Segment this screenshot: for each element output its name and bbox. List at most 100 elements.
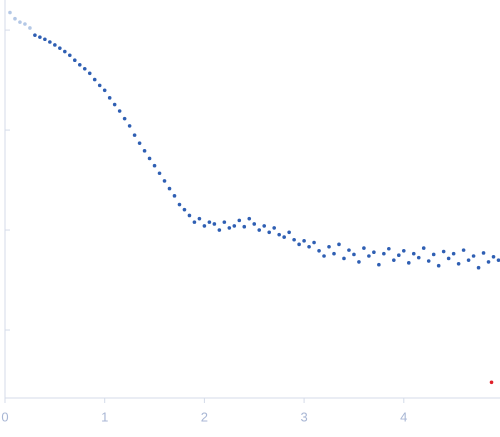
point	[397, 253, 401, 258]
point	[382, 251, 386, 256]
point	[496, 258, 500, 262]
point	[147, 156, 152, 161]
point	[33, 33, 37, 37]
point	[481, 251, 486, 255]
point	[212, 222, 217, 226]
point	[352, 252, 356, 257]
point	[307, 244, 311, 249]
x-tick-label: 2	[201, 409, 208, 424]
point	[489, 380, 494, 385]
point	[112, 102, 117, 107]
point	[182, 207, 187, 212]
point	[357, 260, 361, 264]
point	[327, 244, 331, 249]
point	[302, 239, 306, 243]
point	[53, 43, 57, 47]
point	[372, 250, 376, 255]
point	[486, 260, 491, 264]
point	[252, 222, 257, 226]
point	[222, 220, 227, 224]
point	[392, 258, 396, 262]
point	[227, 226, 232, 230]
point	[28, 26, 32, 30]
point	[476, 265, 481, 270]
x-tick-label: 1	[101, 409, 108, 424]
point	[177, 202, 182, 207]
point	[152, 163, 157, 168]
point	[142, 149, 147, 153]
x-tick-label: 4	[400, 409, 407, 424]
point	[411, 251, 416, 256]
point	[406, 261, 411, 265]
point	[431, 252, 436, 257]
point	[77, 62, 82, 67]
point	[401, 249, 406, 253]
point	[197, 216, 202, 221]
point	[127, 124, 132, 128]
point	[461, 248, 466, 252]
x-tick-label: 0	[1, 409, 8, 424]
point	[72, 58, 77, 62]
point	[63, 49, 67, 54]
point	[132, 133, 137, 137]
point	[192, 220, 197, 224]
point	[23, 22, 27, 26]
point	[257, 228, 262, 232]
point	[48, 40, 52, 44]
point	[13, 16, 17, 21]
point	[232, 224, 237, 228]
point	[247, 216, 252, 221]
point	[242, 224, 247, 229]
point	[416, 255, 421, 260]
point	[471, 254, 476, 258]
point	[68, 53, 72, 58]
point	[292, 237, 296, 242]
point	[277, 232, 281, 237]
point	[491, 255, 496, 259]
point	[456, 261, 461, 266]
point	[282, 235, 286, 239]
point	[322, 254, 326, 258]
point	[347, 248, 351, 252]
point	[202, 224, 207, 228]
point	[287, 230, 291, 235]
point	[97, 83, 102, 88]
point	[8, 10, 12, 15]
point	[446, 256, 451, 261]
point	[43, 37, 47, 42]
point	[87, 71, 92, 76]
point	[237, 218, 242, 223]
point	[82, 67, 87, 71]
point	[102, 88, 107, 93]
point	[421, 246, 426, 250]
point	[387, 246, 391, 251]
point	[272, 226, 276, 230]
point	[297, 242, 301, 247]
point	[217, 228, 222, 232]
point	[117, 109, 122, 113]
point	[312, 240, 316, 245]
point	[167, 186, 172, 191]
point	[58, 46, 62, 50]
point	[207, 220, 212, 224]
point	[187, 213, 192, 218]
point	[367, 254, 371, 258]
point	[377, 262, 381, 267]
point	[317, 249, 321, 253]
point	[107, 96, 112, 100]
point	[137, 141, 142, 145]
point	[92, 77, 97, 82]
point	[436, 263, 441, 268]
point	[172, 194, 177, 198]
point	[267, 230, 271, 235]
point	[451, 251, 456, 256]
point	[18, 20, 22, 24]
point	[362, 246, 366, 250]
point	[426, 259, 431, 263]
point	[262, 224, 267, 228]
point	[332, 251, 336, 256]
point	[441, 249, 446, 254]
point	[342, 256, 346, 261]
